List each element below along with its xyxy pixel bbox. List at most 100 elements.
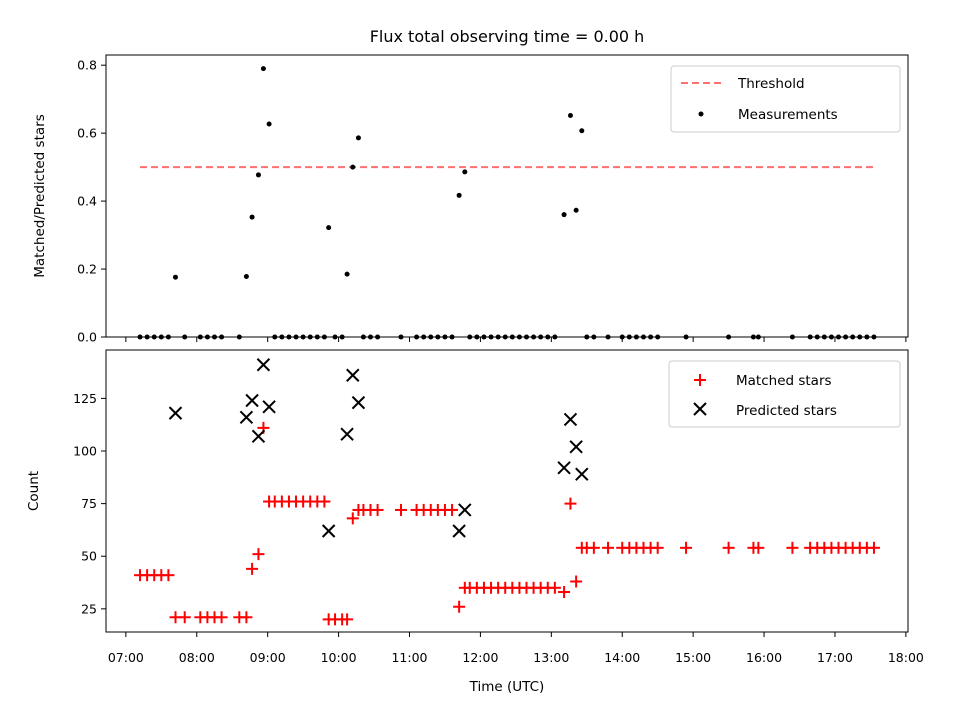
predicted-star-point (458, 503, 472, 517)
x-tick-label: 11:00 (391, 650, 427, 665)
measurement-point (243, 274, 249, 280)
top-y-tick-label: 0.0 (77, 330, 97, 345)
predicted-star-point (245, 393, 259, 408)
matched-star-point (867, 541, 880, 554)
measurement-point (260, 66, 266, 72)
bottom-y-tick-label: 100 (73, 444, 97, 459)
top-y-tick-label: 0.6 (77, 126, 97, 141)
predicted-star-point (575, 467, 589, 481)
top-y-axis: 0.0 0.2 0.4 0.6 0.8 (77, 58, 106, 345)
x-tick-label: 07:00 (108, 650, 144, 665)
measurement-point (249, 214, 255, 220)
matched-star-point (446, 503, 459, 516)
matched-star-point (162, 569, 175, 582)
matched-star-point (752, 541, 765, 554)
measurement-point (266, 121, 272, 127)
measurement-point (344, 271, 350, 277)
legend-matched-label: Matched stars (736, 373, 832, 389)
bottom-y-tick-label: 25 (81, 601, 97, 616)
matched-star-point (570, 575, 583, 588)
bottom-x-axis: 07:00 08:00 09:00 10:00 11:00 12:00 13:00 14:00… (108, 632, 924, 665)
x-axis-label: Time (UTC) (469, 679, 545, 695)
legend-matched-swatch (694, 374, 706, 386)
predicted-stars-points (168, 358, 589, 538)
matched-star-point (318, 495, 331, 508)
bottom-plot-panel: 25 50 75 100 125 07:00 08:00 09:00 10:00 11:00 12… (26, 349, 924, 695)
bottom-y-axis: 25 50 75 100 125 (73, 391, 106, 616)
measurement-point (579, 128, 585, 134)
matched-star-point (246, 562, 259, 575)
measurement-point (355, 135, 361, 141)
measurement-point (462, 169, 468, 175)
predicted-star-point (569, 440, 583, 454)
bottom-y-tick-label: 75 (81, 496, 97, 511)
matched-star-point (178, 611, 191, 624)
predicted-star-point (340, 427, 354, 441)
legend-threshold-label: Threshold (737, 76, 805, 92)
matched-star-point (371, 503, 384, 516)
matched-star-point (346, 512, 359, 525)
matched-star-point (453, 600, 466, 613)
bottom-legend-box (668, 360, 901, 428)
predicted-star-point (351, 395, 366, 410)
measurement-point (573, 207, 579, 213)
bottom-y-tick-label: 50 (81, 549, 97, 564)
x-tick-label: 08:00 (179, 650, 215, 665)
x-tick-label: 17:00 (817, 650, 853, 665)
matched-star-point (602, 541, 615, 554)
legend-predicted-swatch (693, 402, 707, 416)
predicted-star-point (346, 368, 360, 382)
matched-star-point (240, 611, 253, 624)
matched-star-point (587, 541, 600, 554)
x-tick-label: 10:00 (321, 650, 357, 665)
predicted-star-point (262, 400, 276, 414)
measurement-point (172, 274, 178, 280)
matched-star-point (722, 541, 735, 554)
predicted-star-point (563, 412, 578, 427)
top-legend-box (670, 65, 901, 133)
bottom-y-tick-label: 125 (73, 391, 97, 406)
x-tick-label: 15:00 (675, 650, 711, 665)
top-y-axis-label: Matched/Predicted stars (32, 114, 48, 277)
x-tick-label: 09:00 (250, 650, 286, 665)
x-tick-label: 12:00 (462, 650, 498, 665)
top-y-tick-label: 0.2 (77, 262, 97, 277)
top-plot-frame (105, 54, 909, 338)
bottom-y-axis-label: Count (26, 471, 42, 511)
top-plot-panel: 0.00.20.40.60.8 Matched/Predicted stars … (32, 54, 909, 345)
matched-star-point (215, 611, 228, 624)
predicted-star-point (557, 461, 571, 475)
legend-predicted-label: Predicted stars (736, 403, 837, 419)
x-tick-label: 18:00 (888, 650, 924, 665)
top-legend: Threshold Measurements (670, 65, 901, 133)
bottom-plot-frame (105, 349, 909, 633)
measurement-point (561, 212, 567, 218)
top-y-tick-label: 0.4 (77, 194, 97, 209)
predicted-star-point (239, 410, 254, 425)
matched-star-point (564, 497, 577, 510)
x-tick-label: 13:00 (533, 650, 569, 665)
matched-star-point (651, 541, 664, 554)
measurement-point (350, 164, 356, 170)
legend-measurements-label: Measurements (738, 107, 838, 123)
predicted-star-point (168, 406, 183, 420)
top-x-axis-ticks (125, 337, 907, 342)
x-tick-label: 14:00 (604, 650, 640, 665)
predicted-star-point (452, 524, 466, 538)
predicted-star-point (321, 524, 336, 538)
bottom-legend: Matched stars Predicted stars (668, 360, 901, 428)
legend-measurements-swatch (698, 111, 704, 117)
matched-stars-points (134, 421, 880, 626)
matched-star-point (252, 548, 265, 561)
matched-star-point (394, 503, 407, 516)
matched-star-point (558, 586, 571, 599)
measurement-point (456, 192, 462, 198)
predicted-star-point (256, 358, 271, 372)
measurement-point (326, 225, 332, 231)
top-y-tick-label: 0.8 (77, 58, 97, 73)
measurement-point (567, 112, 573, 118)
matched-star-point (786, 541, 799, 554)
matched-star-point (548, 581, 561, 594)
chart-title: Flux total observing time = 0.00 h (370, 27, 645, 46)
